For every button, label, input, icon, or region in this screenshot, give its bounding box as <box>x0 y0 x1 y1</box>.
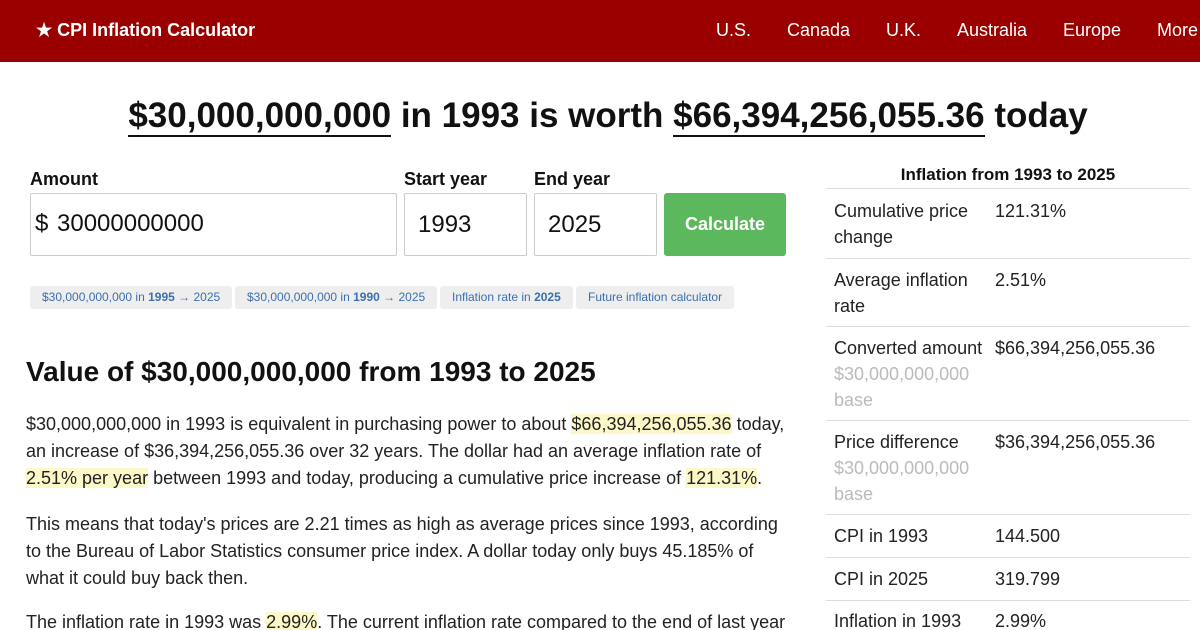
chip-1995-link[interactable]: $30,000,000,000 in 1995 → 2025 <box>30 286 233 309</box>
brand-link[interactable]: ★ CPI Inflation Calculator <box>36 20 255 41</box>
row-value: $36,394,256,055.36 <box>995 432 1156 452</box>
row-value: 319.799 <box>995 569 1061 589</box>
chip-bold: 1995 <box>148 290 175 304</box>
headline-amount: $30,000,000,000 <box>128 96 392 137</box>
row-label: CPI in 1993 <box>834 526 929 546</box>
nav-australia[interactable]: Australia <box>957 20 1028 40</box>
text: today, an increase of $36,394,256,055.36… <box>26 414 785 461</box>
chip-text: → 2025 <box>379 290 426 304</box>
brand-text: CPI Inflation Calculator <box>57 20 256 40</box>
chip-text: Future inflation calculator <box>588 290 723 304</box>
chip-inflation-rate-link[interactable]: Inflation rate in 2025 <box>440 286 573 309</box>
star-icon: ★ <box>36 20 53 40</box>
article-paragraph-2: This means that today's prices are 2.21 … <box>26 514 778 588</box>
article-title: Value of $30,000,000,000 from 1993 to 20… <box>26 356 596 387</box>
table-row: Inflation in 1993 2.99% <box>826 601 1190 630</box>
row-label: Cumulative price change <box>834 201 969 247</box>
start-year-label: Start year <box>404 169 488 189</box>
chip-bold: 2025 <box>534 290 561 304</box>
chip-bold: 1990 <box>353 290 380 304</box>
highlight-value: 2.51% per year <box>26 468 149 488</box>
nav-more[interactable]: More <box>1157 20 1199 40</box>
row-label: Converted amount $30,000,000,000 base <box>826 335 995 420</box>
text: The inflation rate in 1993 was <box>26 612 267 630</box>
headline-end: today <box>994 96 1088 135</box>
headline-mid: in 1993 is worth <box>400 96 664 135</box>
nav-canada[interactable]: Canada <box>787 20 851 40</box>
highlight-value: $66,394,256,055.36 <box>571 414 732 434</box>
row-sublabel: $30,000,000,000 base <box>834 364 970 410</box>
table-row: Converted amount $30,000,000,000 base $66… <box>826 327 1190 421</box>
chip-text: Inflation rate in <box>452 290 535 304</box>
currency-symbol: $ <box>35 210 49 237</box>
table-row: CPI in 2025 319.799 <box>826 558 1190 601</box>
row-label-text: Price difference <box>834 432 959 452</box>
end-year-label: End year <box>534 169 611 189</box>
text: $30,000,000,000 in 1993 is equivalent in… <box>26 414 572 434</box>
chip-1990-link[interactable]: $30,000,000,000 in 1990 → 2025 <box>235 286 438 309</box>
amount-input[interactable] <box>55 195 393 253</box>
row-label-text: Converted amount <box>834 338 983 358</box>
chip-future-calculator-link[interactable]: Future inflation calculator <box>576 286 735 309</box>
row-value: 2.51% <box>995 270 1047 290</box>
chip-text: $30,000,000,000 in <box>42 290 149 304</box>
nav-us[interactable]: U.S. <box>716 20 752 40</box>
text: between 1993 and today, producing a cumu… <box>148 468 687 488</box>
amount-field: $ <box>30 193 397 256</box>
highlight-value: 121.31% <box>686 468 758 488</box>
end-year-input[interactable] <box>534 193 657 256</box>
table-row: CPI in 1993 144.500 <box>826 515 1190 558</box>
start-year-input[interactable] <box>404 193 527 256</box>
row-value: 121.31% <box>995 201 1067 221</box>
inflation-summary-table: Cumulative price change 121.31% Average … <box>826 188 1190 630</box>
nav-europe[interactable]: Europe <box>1063 20 1122 40</box>
calculate-button[interactable]: Calculate <box>664 193 786 256</box>
amount-label: Amount <box>30 169 98 189</box>
article-paragraph-1: $30,000,000,000 in 1993 is equivalent in… <box>26 411 794 492</box>
top-navbar: ★ CPI Inflation Calculator U.S. Canada U.… <box>0 0 1200 62</box>
page-headline: $30,000,000,000 in 1993 is worth $66,394… <box>0 96 1200 137</box>
sidebar-title: Inflation from 1993 to 2025 <box>900 165 1116 184</box>
text: . The current inflation rate compared to… <box>317 612 786 630</box>
nav-uk[interactable]: U.K. <box>886 20 922 40</box>
row-value: 144.500 <box>995 526 1061 546</box>
row-label: CPI in 2025 <box>834 569 929 589</box>
row-sublabel: $30,000,000,000 base <box>834 458 970 504</box>
row-value: $66,394,256,055.36 <box>995 338 1156 358</box>
row-label: Price difference $30,000,000,000 base <box>826 429 995 514</box>
chip-text: $30,000,000,000 in <box>247 290 354 304</box>
table-row: Price difference $30,000,000,000 base $36… <box>826 421 1190 515</box>
row-label: Inflation in 1993 <box>834 611 962 630</box>
main-nav: U.S. Canada U.K. Australia Europe More <box>0 20 1200 44</box>
table-row: Average inflation rate 2.51% <box>826 259 1190 327</box>
text: . <box>757 468 763 488</box>
highlight-value: 2.99% <box>266 612 318 630</box>
article-paragraph-3: The inflation rate in 1993 was 2.99%. Th… <box>26 609 794 630</box>
table-row: Cumulative price change 121.31% <box>826 189 1190 259</box>
headline-worth: $66,394,256,055.36 <box>673 96 985 137</box>
row-value: 2.99% <box>995 611 1047 630</box>
chip-text: → 2025 <box>174 290 221 304</box>
row-label: Average inflation rate <box>834 270 968 316</box>
